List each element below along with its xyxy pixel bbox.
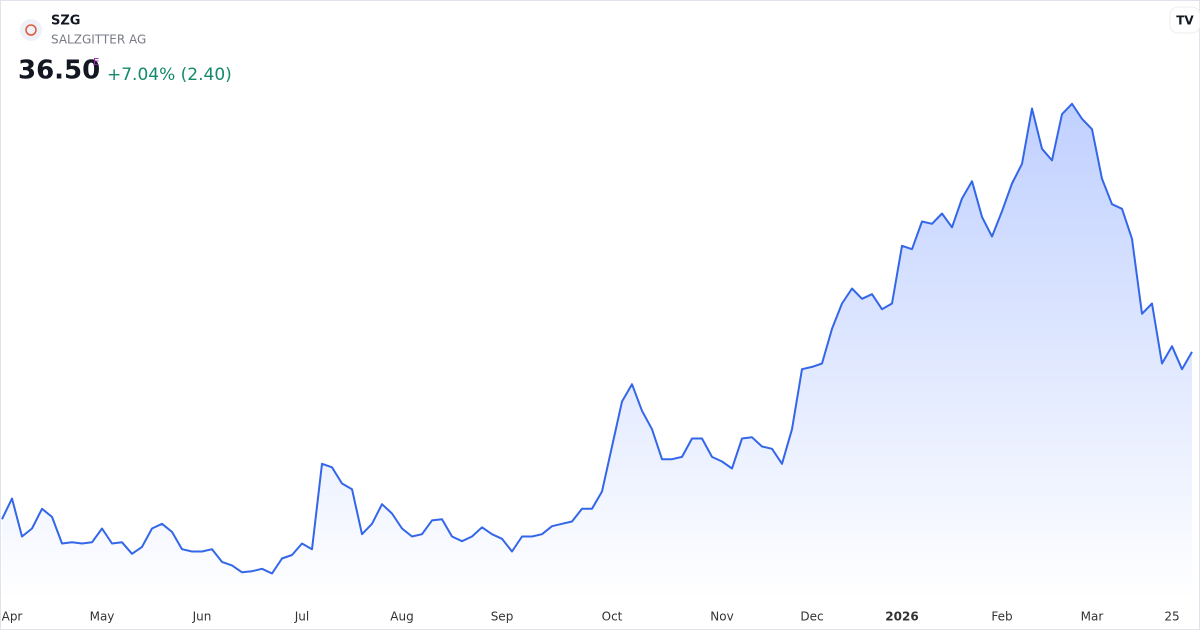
x-tick-label: Nov [710,610,733,624]
company-name: SALZGITTER AG [51,33,146,47]
x-tick-label: Jul [294,610,309,624]
logo [20,19,42,41]
tv-logo: TV [1176,14,1194,28]
area-fill [2,103,1192,601]
x-tick-label: Apr [2,610,23,624]
logo-mark [25,24,37,36]
x-tick-label: Dec [800,610,823,624]
price-change: +7.04% (2.40) [107,65,232,85]
x-tick-label: 25 [1164,610,1179,624]
price-marker: E [93,57,99,68]
x-tick-label: May [90,610,115,624]
symbol: SZG [51,14,80,29]
x-tick-label: Aug [390,610,413,624]
x-tick-label: Oct [602,610,623,624]
x-tick-label: Feb [991,610,1012,624]
price: 36.50 [18,56,100,86]
price-line [1,102,1193,575]
x-tick-label: Mar [1081,610,1104,624]
x-tick-label: Jun [192,610,212,624]
tv-badge [1169,6,1200,34]
x-tick-label: 2026 [885,610,918,624]
x-tick-label: Sep [491,610,514,624]
